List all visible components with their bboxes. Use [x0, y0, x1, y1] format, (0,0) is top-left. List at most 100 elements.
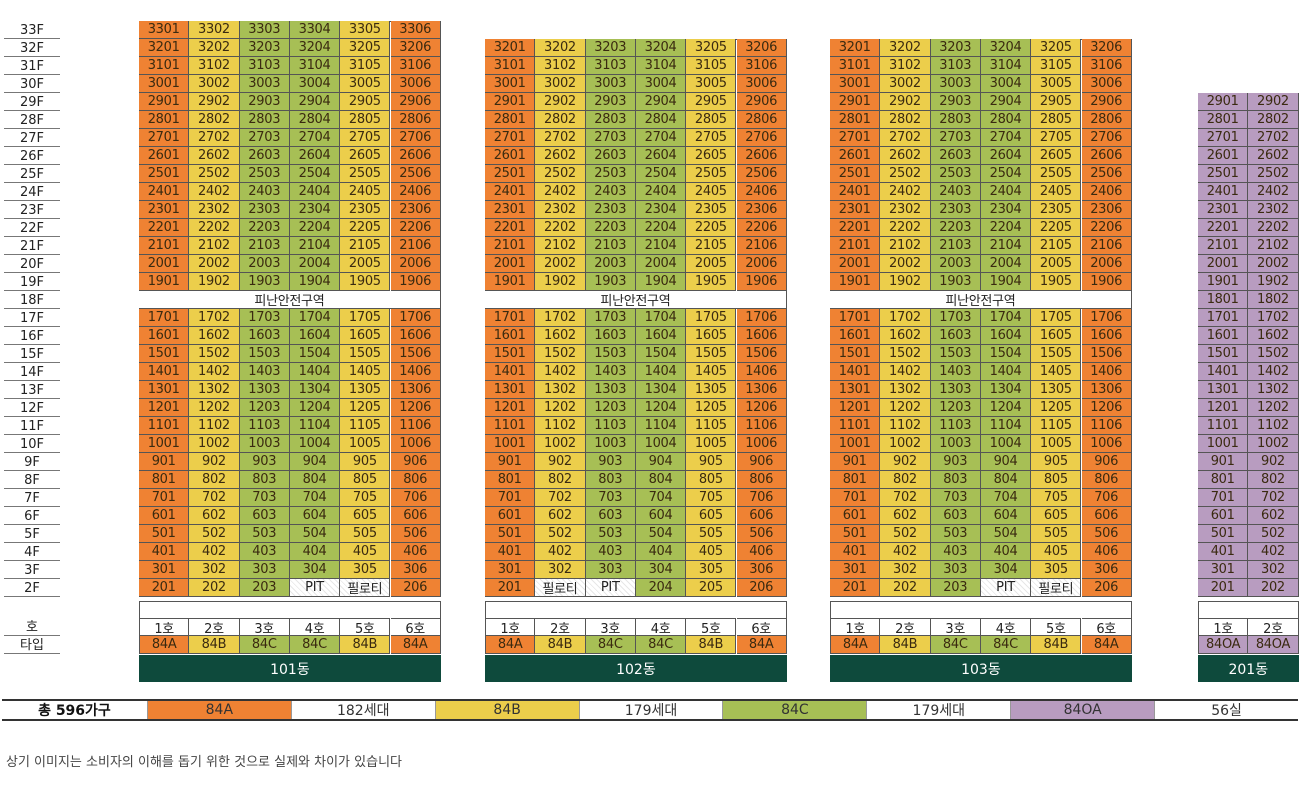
legend-total: 총 596가구 — [38, 703, 111, 719]
unit-cell: 3202 — [535, 39, 586, 57]
unit-cell: 2301 — [1198, 201, 1249, 219]
unit-type-label: 84B — [686, 636, 737, 654]
unit-cell: 1304 — [289, 381, 341, 399]
unit-cell: 804 — [635, 471, 687, 489]
unit-cell: 2703 — [930, 129, 981, 147]
unit-cell: 2205 — [340, 219, 391, 237]
unit-type-label: 84B — [340, 636, 391, 654]
unit-cell: 2802 — [880, 111, 931, 129]
floor-label: 8F — [4, 471, 60, 489]
unit-cell: 1901 — [1198, 273, 1249, 291]
unit-cell: 1704 — [980, 309, 1032, 327]
unit-cell: 2001 — [1198, 255, 1249, 273]
unit-type-label: 84C — [239, 636, 290, 654]
unit-number-label: 2호 — [189, 618, 240, 636]
unit-cell: 2302 — [535, 201, 586, 219]
unit-cell: 401 — [830, 543, 881, 561]
blank-strip — [139, 601, 441, 618]
unit-cell: 2506 — [736, 165, 787, 183]
unit-cell: 3101 — [139, 57, 190, 75]
unit-cell: 1902 — [189, 273, 240, 291]
unit-type-label: 84C — [635, 636, 687, 654]
unit-cell: 1102 — [535, 417, 586, 435]
unit-cell: 2603 — [239, 147, 290, 165]
unit-cell: 3103 — [930, 57, 981, 75]
building-name: 103동 — [830, 655, 1132, 682]
unit-cell: 2802 — [1248, 111, 1299, 129]
unit-cell: 2804 — [635, 111, 687, 129]
unit-cell: 1506 — [1081, 345, 1132, 363]
unit-number-label: 2호 — [535, 618, 586, 636]
unit-cell: 1402 — [189, 363, 240, 381]
unit-cell: 1705 — [340, 309, 391, 327]
unit-cell: 2502 — [1248, 165, 1299, 183]
unit-cell: 705 — [340, 489, 391, 507]
unit-cell: 1706 — [736, 309, 787, 327]
unit-cell: 702 — [189, 489, 240, 507]
unit-cell: 2801 — [139, 111, 190, 129]
unit-cell: 1902 — [880, 273, 931, 291]
unit-cell: 1802 — [1248, 291, 1299, 309]
type-row-label: 타입 — [4, 636, 60, 654]
floor-label: 28F — [4, 111, 60, 129]
unit-cell: 2104 — [635, 237, 687, 255]
unit-cell: 2205 — [686, 219, 737, 237]
unit-cell: 2003 — [930, 255, 981, 273]
unit-cell: 1604 — [289, 327, 341, 345]
unit-cell: 303 — [585, 561, 636, 579]
legend-count-84b: 179세대 — [578, 701, 723, 719]
unit-cell: 2106 — [390, 237, 441, 255]
floor-label: 15F — [4, 345, 60, 363]
unit-type-label: 84B — [1031, 636, 1082, 654]
unit-cell: 2806 — [390, 111, 441, 129]
unit-cell: 803 — [930, 471, 981, 489]
unit-cell: 602 — [535, 507, 586, 525]
unit-cell: 2404 — [289, 183, 341, 201]
unit-cell: 2702 — [1248, 129, 1299, 147]
unit-cell: 1203 — [239, 399, 290, 417]
unit-cell: 2201 — [485, 219, 536, 237]
unit-cell: 1201 — [485, 399, 536, 417]
unit-cell: 1402 — [535, 363, 586, 381]
unit-cell: 1906 — [390, 273, 441, 291]
floor-label: 9F — [4, 453, 60, 471]
unit-cell: 3101 — [485, 57, 536, 75]
unit-cell: 2401 — [830, 183, 881, 201]
legend-type-84a: 84A — [146, 701, 291, 719]
pit-cell: 필로티 — [1031, 579, 1082, 597]
unit-cell: 2302 — [1248, 201, 1299, 219]
unit-type-label: 84C — [585, 636, 636, 654]
unit-cell: 701 — [1198, 489, 1249, 507]
unit-cell: 2901 — [1198, 93, 1249, 111]
unit-type-label: 84A — [1081, 636, 1132, 654]
unit-cell: 3006 — [390, 75, 441, 93]
unit-cell: 805 — [686, 471, 737, 489]
unit-cell: 2202 — [189, 219, 240, 237]
unit-cell: 2104 — [980, 237, 1032, 255]
unit-cell: 1105 — [686, 417, 737, 435]
unit-cell: 3206 — [390, 39, 441, 57]
unit-cell: 2006 — [736, 255, 787, 273]
unit-cell: 706 — [736, 489, 787, 507]
unit-cell: 2105 — [686, 237, 737, 255]
building-name: 101동 — [139, 655, 441, 682]
unit-cell: 606 — [736, 507, 787, 525]
unit-cell: 601 — [485, 507, 536, 525]
unit-cell: 501 — [830, 525, 881, 543]
unit-cell: 2801 — [830, 111, 881, 129]
unit-cell: 1306 — [390, 381, 441, 399]
unit-cell: 2304 — [635, 201, 687, 219]
unit-cell: 1206 — [736, 399, 787, 417]
unit-cell: 2605 — [340, 147, 391, 165]
unit-cell: 1302 — [535, 381, 586, 399]
unit-cell: 1901 — [139, 273, 190, 291]
unit-cell: 3006 — [1081, 75, 1132, 93]
unit-cell: 2704 — [289, 129, 341, 147]
unit-cell: 2504 — [980, 165, 1032, 183]
unit-cell: 1406 — [736, 363, 787, 381]
unit-type-label: 84A — [139, 636, 190, 654]
floor-label: 26F — [4, 147, 60, 165]
unit-cell: 3306 — [390, 21, 441, 39]
unit-number-label: 6호 — [736, 618, 787, 636]
unit-cell: 2004 — [635, 255, 687, 273]
